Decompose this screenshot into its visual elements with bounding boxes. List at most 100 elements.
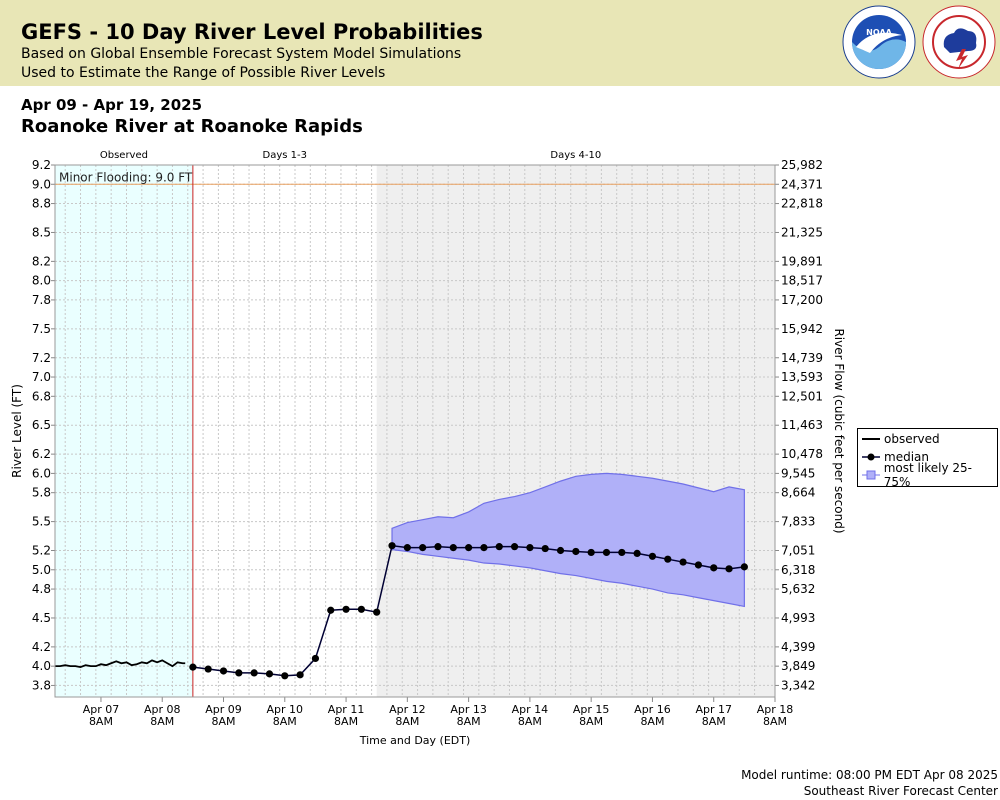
y-tick-label: 4.5	[32, 611, 51, 625]
median-point	[204, 665, 212, 673]
median-line-icon	[862, 453, 880, 461]
median-point	[633, 549, 641, 557]
x-tick-label-time: 8AM	[273, 715, 297, 728]
median-point	[235, 669, 243, 677]
y2-tick-label: 6,318	[781, 563, 815, 577]
x-tick-label-time: 8AM	[763, 715, 787, 728]
median-point	[526, 544, 534, 552]
noaa-logo-text: NOAA	[866, 28, 892, 37]
y2-axis-label: River Flow (cubic feet per second)	[832, 328, 846, 533]
y2-tick-label: 25,982	[781, 158, 823, 172]
median-point	[342, 605, 350, 613]
legend-item-median: median	[862, 449, 929, 465]
legend-item-band: most likely 25-75%	[862, 461, 997, 489]
x-tick-label-day: Apr 12	[389, 703, 426, 716]
x-tick-label-day: Apr 10	[267, 703, 304, 716]
y-tick-label: 8.2	[32, 254, 51, 268]
y2-tick-label: 7,833	[781, 515, 815, 529]
median-point	[480, 544, 488, 552]
observed-line-icon	[862, 438, 880, 440]
y-tick-label: 5.0	[32, 563, 51, 577]
period-label: Days 1-3	[263, 150, 307, 161]
y-tick-label: 6.5	[32, 418, 51, 432]
median-point	[740, 563, 748, 571]
x-tick-label-day: Apr 17	[695, 703, 732, 716]
y2-tick-label: 8,664	[781, 486, 815, 500]
median-point	[679, 558, 687, 566]
river-level-chart: Minor Flooding: 9.0 FT Observed Days 1-3 D…	[10, 150, 846, 747]
flood-stage-label: Minor Flooding: 9.0 FT	[59, 170, 193, 184]
median-point	[465, 544, 473, 552]
y-tick-label: 5.5	[32, 515, 51, 529]
page-title: GEFS - 10 Day River Level Probabilities	[21, 20, 483, 44]
median-point	[419, 544, 427, 552]
y2-tick-label: 13,593	[781, 370, 823, 384]
median-point	[725, 565, 733, 573]
y-tick-label: 7.5	[32, 322, 51, 336]
y-tick-label: 8.5	[32, 225, 51, 239]
y-tick-label: 7.8	[32, 293, 51, 307]
median-point	[648, 552, 657, 560]
median-point	[388, 542, 396, 550]
y-tick-label: 5.8	[32, 486, 51, 500]
median-point	[495, 543, 503, 551]
y2-tick-label: 4,399	[781, 640, 815, 654]
median-point	[541, 544, 549, 553]
y-tick-label: 6.8	[32, 389, 51, 403]
x-tick-label-day: Apr 08	[144, 703, 181, 716]
median-point	[265, 670, 274, 678]
location-title: Roanoke River at Roanoke Rapids	[21, 116, 363, 137]
median-point	[572, 547, 580, 556]
median-point	[556, 546, 565, 555]
noaa-logo-icon[interactable]: NOAA	[842, 5, 916, 79]
x-tick-label-day: Apr 11	[328, 703, 365, 716]
x-tick-label-day: Apr 13	[450, 703, 487, 716]
legend-label-band: most likely 25-75%	[883, 461, 972, 489]
median-point	[618, 548, 626, 557]
x-tick-label-day: Apr 14	[512, 703, 549, 716]
y-tick-label: 4.0	[32, 659, 51, 673]
y2-tick-label: 22,818	[781, 197, 823, 211]
plot-frame	[54, 164, 776, 698]
y2-tick-label: 3,849	[781, 659, 815, 673]
median-point	[189, 663, 197, 671]
x-tick-label-day: Apr 09	[205, 703, 242, 716]
y-tick-label: 4.8	[32, 582, 51, 596]
legend-label-observed: observed	[884, 432, 940, 446]
x-axis-label: Time and Day (EDT)	[359, 734, 471, 747]
nws-logo-icon[interactable]	[922, 5, 996, 79]
median-point	[311, 654, 320, 663]
y-tick-label: 7.2	[32, 351, 51, 365]
median-point	[587, 548, 595, 557]
x-tick-label-time: 8AM	[518, 715, 542, 728]
median-point	[449, 544, 457, 552]
median-point	[403, 544, 411, 552]
date-range: Apr 09 - Apr 19, 2025	[21, 96, 203, 114]
y-tick-label: 4.2	[32, 640, 51, 654]
legend: observed median most likely 25-75%	[857, 428, 998, 489]
median-point	[250, 669, 258, 677]
observed-line	[55, 659, 186, 669]
y2-tick-label: 24,371	[781, 177, 823, 191]
y-tick-label: 7.0	[32, 370, 51, 384]
x-tick-label-time: 8AM	[89, 715, 113, 728]
median-point	[510, 543, 519, 551]
x-tick-label-time: 8AM	[640, 715, 664, 728]
y-tick-label: 9.0	[32, 177, 51, 191]
band-swatch-icon	[862, 470, 880, 480]
median-point	[357, 605, 365, 613]
x-tick-label-day: Apr 16	[634, 703, 671, 716]
legend-item-observed: observed	[862, 431, 940, 447]
probability-band	[391, 472, 745, 608]
y-tick-label: 6.0	[32, 466, 51, 480]
y-tick-label: 3.8	[32, 678, 51, 692]
header-banner: GEFS - 10 Day River Level Probabilities …	[0, 0, 1000, 86]
x-tick-label-time: 8AM	[212, 715, 236, 728]
x-tick-label-day: Apr 07	[83, 703, 120, 716]
period-label: Days 4-10	[550, 150, 601, 161]
y2-tick-label: 10,478	[781, 447, 823, 461]
y2-tick-label: 18,517	[781, 274, 823, 288]
x-tick-label-time: 8AM	[579, 715, 603, 728]
page-subtitle-2: Used to Estimate the Range of Possible R…	[21, 65, 386, 81]
y2-tick-label: 17,200	[781, 293, 823, 307]
